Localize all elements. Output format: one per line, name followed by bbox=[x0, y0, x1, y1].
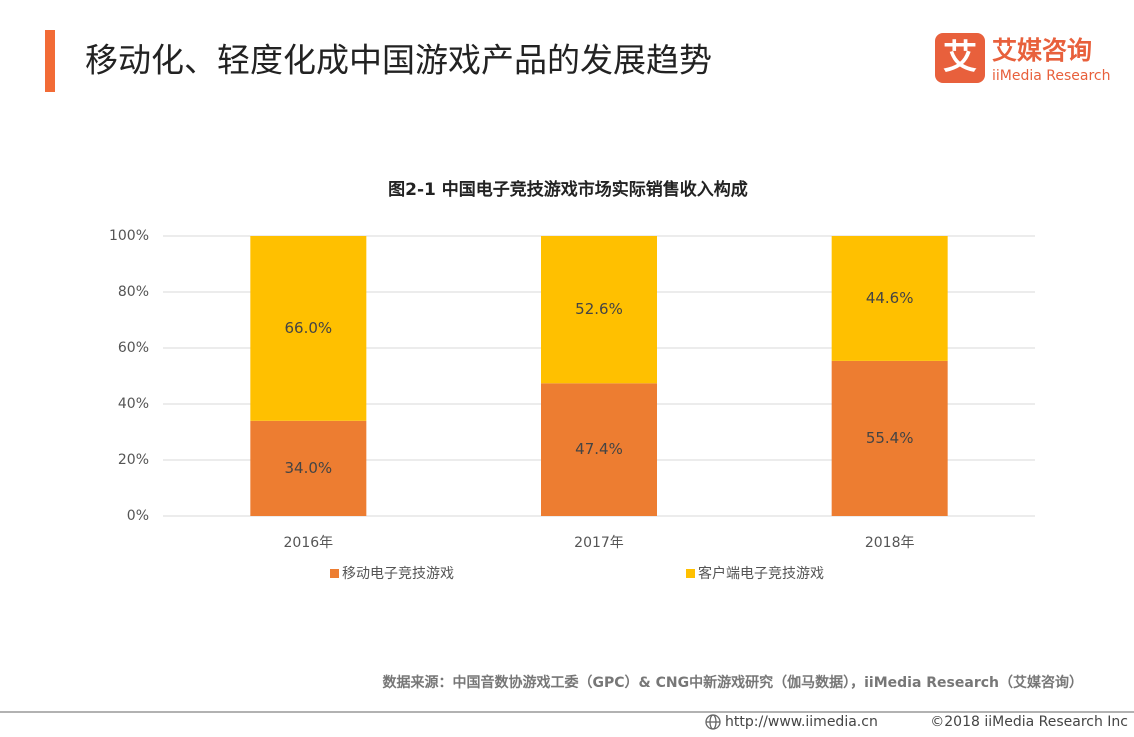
data-label: 55.4% bbox=[866, 429, 914, 447]
data-label: 44.6% bbox=[866, 289, 914, 307]
bar-segment bbox=[831, 236, 948, 361]
logo-subtitle: iiMedia Research bbox=[992, 68, 1111, 84]
logo-icon bbox=[935, 33, 985, 83]
data-label: 66.0% bbox=[285, 319, 333, 337]
bar-segment bbox=[541, 383, 657, 516]
bar-segment bbox=[250, 236, 367, 421]
x-tick-label: 2016年 bbox=[284, 535, 334, 551]
bar-segment bbox=[541, 236, 657, 384]
legend-label: 客户端电子竞技游戏 bbox=[698, 565, 824, 582]
footer-url: http://www.iimedia.cn bbox=[725, 714, 878, 730]
y-tick-label: 60% bbox=[118, 340, 149, 356]
logo-icon-text: 艾 bbox=[943, 38, 977, 78]
y-tick-label: 80% bbox=[118, 284, 149, 300]
legend-swatch bbox=[686, 569, 695, 578]
logo-name: 艾媒咨询 bbox=[992, 36, 1092, 65]
footer-copyright: ©2018 iiMedia Research Inc bbox=[930, 714, 1128, 730]
globe-icon bbox=[705, 714, 721, 730]
data-label: 34.0% bbox=[285, 459, 333, 477]
chart-title: 图2-1 中国电子竞技游戏市场实际销售收入构成 bbox=[388, 179, 748, 200]
bar-segment bbox=[250, 420, 367, 516]
data-label: 47.4% bbox=[575, 440, 623, 458]
y-tick-label: 0% bbox=[127, 508, 149, 524]
y-tick-label: 20% bbox=[118, 452, 149, 468]
data-label: 52.6% bbox=[575, 300, 623, 318]
x-tick-label: 2017年 bbox=[574, 535, 624, 551]
y-tick-label: 100% bbox=[109, 228, 149, 244]
legend-swatch bbox=[330, 569, 339, 578]
y-tick-label: 40% bbox=[118, 396, 149, 412]
bar-segment bbox=[831, 360, 948, 516]
page-title: 移动化、轻度化成中国游戏产品的发展趋势 bbox=[85, 41, 712, 80]
x-tick-label: 2018年 bbox=[865, 535, 915, 551]
source-note: 数据来源：中国音数协游戏工委（GPC）& CNG中新游戏研究（伽马数据），iiM… bbox=[383, 674, 1083, 691]
legend-label: 移动电子竞技游戏 bbox=[342, 565, 454, 582]
title-accent bbox=[45, 30, 55, 92]
